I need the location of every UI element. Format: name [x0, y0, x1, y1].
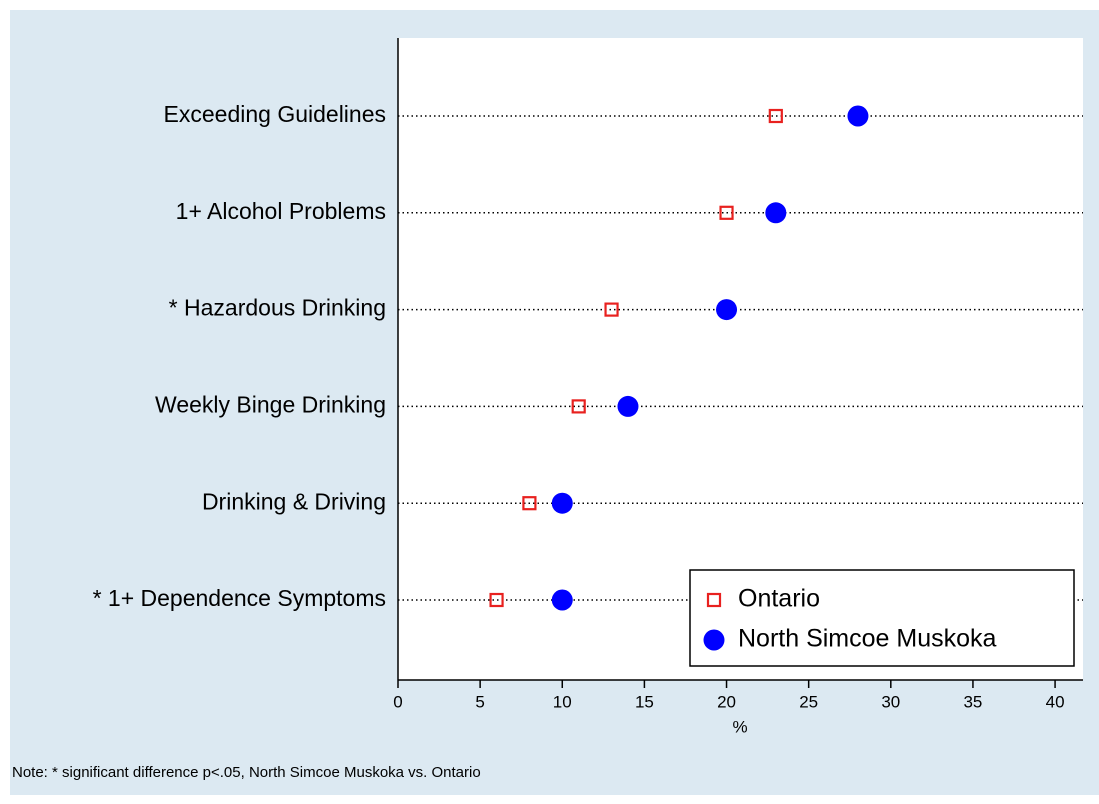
y-tick-label: 1+ Alcohol Problems [176, 198, 386, 224]
dot [489, 592, 504, 608]
legend-label: Ontario [738, 585, 820, 613]
note: Note: * significant difference p<.05, No… [12, 764, 481, 781]
dot [768, 108, 783, 124]
y-tick-label: * 1+ Dependence Symptoms [93, 585, 386, 611]
dot [571, 399, 586, 414]
y-tick-label: Drinking & Driving [202, 488, 386, 514]
y-tick-label: * Hazardous Drinking [169, 295, 386, 321]
x-tick-label: 0 [393, 692, 402, 711]
y-tick-label: Weekly Binge Drinking [155, 391, 386, 417]
x-tick-label: 40 [1046, 692, 1065, 711]
dot [847, 105, 869, 127]
legend-marker [706, 592, 722, 608]
x-tick-label: 35 [963, 692, 982, 711]
legend-label: North Simcoe Muskoka [738, 625, 997, 653]
dot [604, 302, 619, 317]
x-tick-label: 5 [475, 692, 484, 711]
x-tick-label: 30 [881, 692, 900, 711]
x-tick-label: 20 [717, 692, 736, 711]
y-tick-label: Exceeding Guidelines [164, 101, 386, 127]
legend-marker [703, 629, 725, 651]
dot [522, 496, 537, 511]
dot [551, 589, 573, 611]
legend-box [689, 569, 1075, 667]
x-tick-label: 15 [635, 692, 654, 711]
dot [551, 492, 573, 514]
dot [716, 299, 738, 321]
dot [719, 205, 734, 220]
x-tick-label: 10 [553, 692, 572, 711]
dot [617, 395, 639, 417]
x-axis-label: % [732, 717, 747, 736]
dot [765, 202, 787, 224]
x-tick-label: 25 [799, 692, 818, 711]
